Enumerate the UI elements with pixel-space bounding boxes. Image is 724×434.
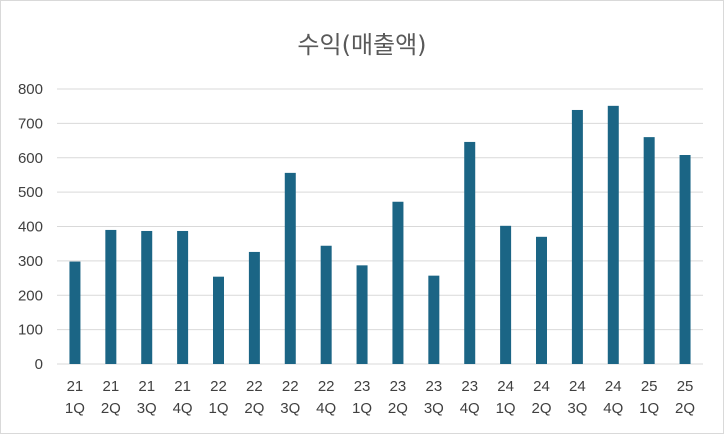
x-tick-label: 23 xyxy=(425,378,442,395)
x-tick-label: 25 xyxy=(677,378,694,395)
x-tick-label: 21 xyxy=(102,378,119,395)
bar xyxy=(177,230,189,364)
bar xyxy=(500,225,512,364)
bar xyxy=(607,105,619,364)
x-tick-label: 25 xyxy=(641,378,658,395)
x-tick-label: 2Q xyxy=(244,400,264,417)
bar xyxy=(643,137,655,364)
x-tick-label: 2Q xyxy=(101,400,121,417)
y-tick-label: 100 xyxy=(18,322,43,339)
bar xyxy=(536,236,547,364)
x-tick-label: 22 xyxy=(210,378,227,395)
x-tick-label: 4Q xyxy=(460,400,480,417)
bar xyxy=(248,251,260,364)
x-tick-label: 24 xyxy=(605,378,622,395)
y-tick-label: 400 xyxy=(18,219,43,236)
x-tick-label: 4Q xyxy=(603,400,623,417)
x-tick-label: 1Q xyxy=(208,400,228,417)
gridlines xyxy=(57,88,703,365)
x-tick-label: 22 xyxy=(282,378,299,395)
y-tick-label: 200 xyxy=(18,287,43,304)
y-tick-label: 500 xyxy=(18,184,43,201)
bar xyxy=(392,201,404,364)
x-tick-label: 2Q xyxy=(388,400,408,417)
x-tick-label: 21 xyxy=(138,378,155,395)
bars xyxy=(69,105,691,364)
x-tick-label: 4Q xyxy=(316,400,336,417)
bar xyxy=(213,276,224,364)
x-tick-label: 1Q xyxy=(65,400,85,417)
x-tick-label: 24 xyxy=(569,378,586,395)
y-tick-label: 600 xyxy=(18,150,43,167)
x-tick-label: 21 xyxy=(174,378,191,395)
bar xyxy=(141,230,153,364)
bar xyxy=(69,261,81,364)
x-tick-label: 3Q xyxy=(424,400,444,417)
x-tick-label: 23 xyxy=(390,378,407,395)
bar xyxy=(679,155,691,364)
x-tick-label: 3Q xyxy=(280,400,300,417)
y-tick-label: 0 xyxy=(35,356,43,373)
y-axis-ticks: 0 100 200 300 400 500 600 700 800 xyxy=(18,81,43,373)
x-tick-label: 4Q xyxy=(173,400,193,417)
y-tick-label: 700 xyxy=(18,115,43,132)
x-tick-label: 22 xyxy=(318,378,335,395)
x-tick-label: 21 xyxy=(67,378,84,395)
bar xyxy=(105,229,117,364)
x-tick-label: 3Q xyxy=(567,400,587,417)
x-tick-label: 1Q xyxy=(639,400,659,417)
chart-title: 수익(매출액) xyxy=(297,31,426,59)
x-tick-label: 1Q xyxy=(352,400,372,417)
bar xyxy=(464,141,476,364)
x-axis-ticks: 21 1Q 21 2Q 21 3Q 21 4Q 22 1Q 22 2Q 22 3Q 22 4Q 23 1Q 23 2Q… xyxy=(65,378,695,417)
x-tick-label: 22 xyxy=(246,378,263,395)
x-tick-label: 23 xyxy=(461,378,478,395)
x-tick-label: 2Q xyxy=(531,400,551,417)
bar xyxy=(320,245,332,364)
x-tick-label: 2Q xyxy=(675,400,695,417)
x-tick-label: 3Q xyxy=(137,400,157,417)
bar xyxy=(571,109,583,364)
y-tick-label: 800 xyxy=(18,81,43,98)
bar xyxy=(428,275,440,364)
x-tick-label: 1Q xyxy=(496,400,516,417)
x-tick-label: 23 xyxy=(354,378,371,395)
bar xyxy=(356,265,368,364)
x-tick-label: 24 xyxy=(533,378,550,395)
y-tick-label: 300 xyxy=(18,253,43,270)
bar xyxy=(284,172,296,364)
x-tick-label: 24 xyxy=(497,378,514,395)
